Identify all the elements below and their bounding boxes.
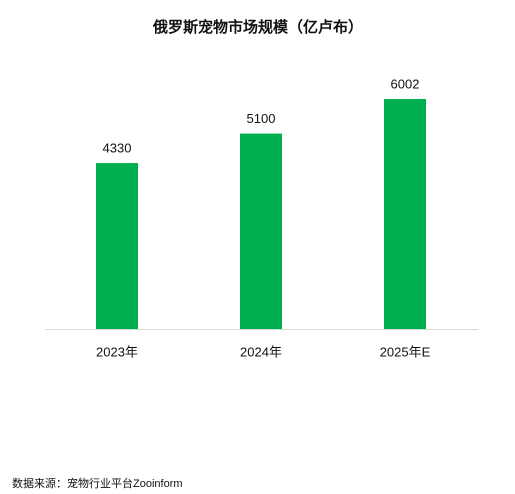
x-tick-label: 2024年 — [240, 344, 282, 359]
x-tick-label: 2025年E — [380, 344, 431, 359]
chart-title: 俄罗斯宠物市场规模（亿卢布） — [152, 18, 363, 36]
bar — [96, 163, 138, 329]
data-label: 6002 — [391, 76, 420, 91]
data-label: 4330 — [103, 141, 132, 156]
x-tick-label: 2023年 — [96, 344, 138, 359]
bar — [384, 99, 426, 329]
source-note: 数据来源：宠物行业平台Zooinform — [12, 476, 183, 490]
bar — [240, 133, 282, 329]
data-label: 5100 — [247, 111, 276, 126]
